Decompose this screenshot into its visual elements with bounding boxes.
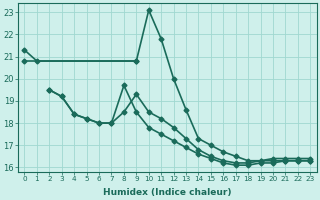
X-axis label: Humidex (Indice chaleur): Humidex (Indice chaleur)	[103, 188, 232, 197]
